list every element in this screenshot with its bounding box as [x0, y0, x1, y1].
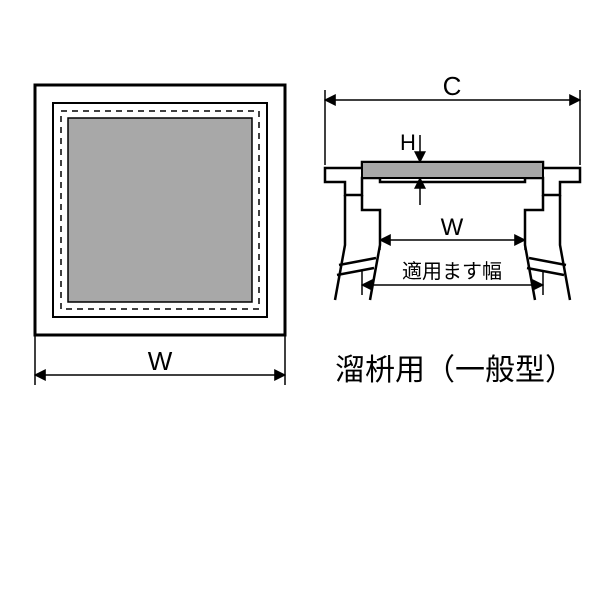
figure-title: 溜枡用（一般型）: [335, 354, 575, 387]
section-dim-c: C: [325, 71, 580, 165]
section-dim-c-label: C: [443, 71, 462, 101]
section-dim-h-label: H: [400, 130, 416, 155]
plan-view: [35, 85, 285, 335]
plan-dim-w: W: [35, 335, 285, 385]
section-dim-w-label: W: [441, 214, 464, 241]
section-view: C H: [325, 71, 580, 300]
section-dim-fit: 適用ます幅: [362, 260, 543, 295]
section-dim-w: W: [380, 210, 525, 250]
plan-lid-hatch: [68, 118, 252, 302]
plan-dim-w-label: W: [148, 346, 173, 376]
section-dim-fit-label: 適用ます幅: [402, 260, 502, 283]
